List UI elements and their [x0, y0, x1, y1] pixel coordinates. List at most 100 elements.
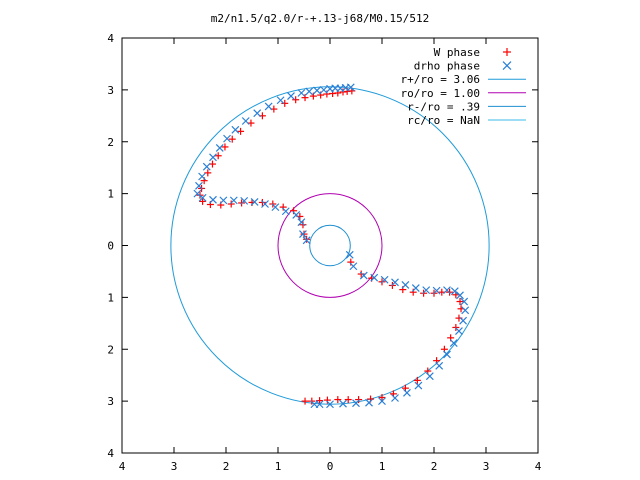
y-tick-label: 1: [107, 188, 114, 201]
data-point: [378, 393, 386, 401]
data-point: [276, 96, 285, 105]
legend-item: drho phase: [414, 60, 512, 73]
data-point: [323, 396, 331, 404]
data-point: [240, 196, 249, 205]
data-point: [301, 94, 309, 102]
y-tick-label: 2: [107, 136, 114, 149]
data-point: [435, 361, 444, 370]
data-point: [461, 306, 470, 315]
data-point: [365, 398, 373, 407]
data-point: [258, 198, 266, 206]
x-tick-label: 4: [535, 460, 542, 473]
data-point: [287, 92, 295, 101]
x-tick-label: 1: [275, 460, 282, 473]
x-tick-label: 3: [483, 460, 490, 473]
data-point: [301, 397, 309, 405]
data-series: [193, 83, 470, 409]
data-point: [455, 314, 463, 322]
data-point: [299, 221, 307, 229]
legend-item: rc/ro = NaN: [407, 114, 526, 127]
data-point: [223, 134, 231, 143]
data-point: [391, 278, 399, 287]
x-tick-label: 2: [223, 460, 230, 473]
y-tick-label: 4: [107, 447, 114, 460]
reference-circle: [277, 193, 383, 298]
data-point: [355, 396, 363, 404]
data-point: [195, 181, 203, 190]
y-tick-label: 2: [107, 343, 114, 356]
data-point: [326, 84, 334, 93]
legend-item: r-/ro = .39: [407, 100, 526, 113]
data-point: [253, 109, 262, 118]
data-point: [214, 152, 222, 160]
x-tick-label: 4: [119, 460, 126, 473]
legend-label: drho phase: [414, 60, 480, 73]
data-point: [250, 198, 259, 206]
data-point: [209, 153, 217, 162]
data-point: [237, 127, 245, 135]
data-point: [422, 286, 431, 295]
data-point: [326, 400, 334, 409]
y-tick-label: 3: [107, 395, 114, 408]
x-tick-label: 2: [431, 460, 438, 473]
legend-label: r-/ro = .39: [407, 100, 480, 113]
data-point: [297, 89, 306, 97]
data-point: [345, 250, 354, 259]
data-point: [459, 316, 468, 325]
reference-circle: [170, 86, 490, 405]
data-point: [228, 135, 236, 143]
data-point: [193, 189, 202, 198]
data-point: [349, 262, 358, 271]
legend-label: rc/ro = NaN: [407, 114, 480, 127]
data-point: [261, 200, 269, 208]
data-point: [409, 288, 417, 296]
data-point: [450, 287, 459, 296]
legend-item: r+/ro = 3.06: [401, 73, 526, 86]
data-point: [357, 270, 365, 278]
data-point: [281, 207, 290, 216]
data-point: [241, 117, 250, 125]
data-point: [202, 162, 211, 171]
legend-item: W phase: [434, 46, 511, 59]
data-point: [403, 388, 411, 397]
y-tick-label: 4: [107, 32, 114, 45]
data-point: [281, 99, 289, 107]
data-point: [455, 327, 463, 336]
data-point: [413, 376, 421, 384]
reference-circles: [170, 86, 490, 405]
data-point: [316, 397, 324, 405]
x-tick-label: 1: [379, 460, 386, 473]
data-point: [411, 284, 420, 292]
data-point: [271, 203, 280, 212]
data-point: [449, 339, 458, 347]
data-point: [378, 397, 386, 406]
data-point: [290, 207, 298, 215]
data-point: [229, 196, 238, 205]
data-point: [456, 291, 464, 300]
data-point: [231, 125, 240, 134]
y-tick-label: 0: [107, 240, 114, 253]
data-point: [339, 399, 347, 408]
data-point: [198, 193, 207, 202]
data-point: [292, 96, 300, 104]
reference-circle: [309, 224, 351, 267]
data-point: [297, 218, 306, 227]
data-point: [302, 236, 311, 245]
data-point: [319, 85, 328, 94]
data-point: [443, 286, 451, 295]
data-point: [460, 297, 469, 306]
data-point: [310, 400, 319, 409]
data-point: [299, 230, 307, 239]
data-point: [347, 258, 355, 266]
data-point: [209, 195, 217, 204]
data-point: [279, 203, 287, 211]
data-point: [339, 88, 347, 96]
data-point: [456, 298, 464, 306]
x-tick-label: 3: [171, 460, 178, 473]
data-point: [432, 286, 441, 295]
x-tick-label: 0: [327, 460, 334, 473]
data-point: [300, 230, 308, 238]
data-point: [221, 143, 229, 151]
